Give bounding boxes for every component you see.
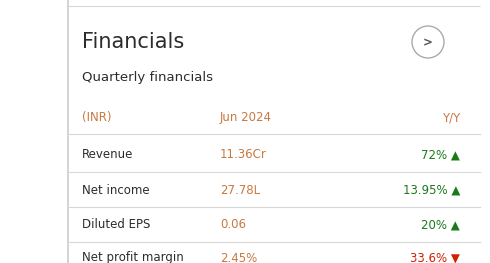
Text: (INR): (INR) — [82, 112, 112, 124]
Text: 2.45%: 2.45% — [220, 251, 257, 263]
Text: Y/Y: Y/Y — [442, 112, 460, 124]
Text: 0.06: 0.06 — [220, 219, 246, 231]
Text: 33.6% ▼: 33.6% ▼ — [410, 251, 460, 263]
Text: >: > — [423, 36, 433, 49]
Text: Revenue: Revenue — [82, 149, 133, 161]
Text: 27.78L: 27.78L — [220, 184, 260, 196]
Text: Financials: Financials — [82, 32, 184, 52]
Text: 20% ▲: 20% ▲ — [421, 219, 460, 231]
Text: Net profit margin: Net profit margin — [82, 251, 184, 263]
Text: Diluted EPS: Diluted EPS — [82, 219, 150, 231]
Text: Jun 2024: Jun 2024 — [220, 112, 272, 124]
Text: Quarterly financials: Quarterly financials — [82, 72, 213, 84]
Text: 11.36Cr: 11.36Cr — [220, 149, 267, 161]
Text: Net income: Net income — [82, 184, 149, 196]
Text: 13.95% ▲: 13.95% ▲ — [403, 184, 460, 196]
Text: 72% ▲: 72% ▲ — [421, 149, 460, 161]
